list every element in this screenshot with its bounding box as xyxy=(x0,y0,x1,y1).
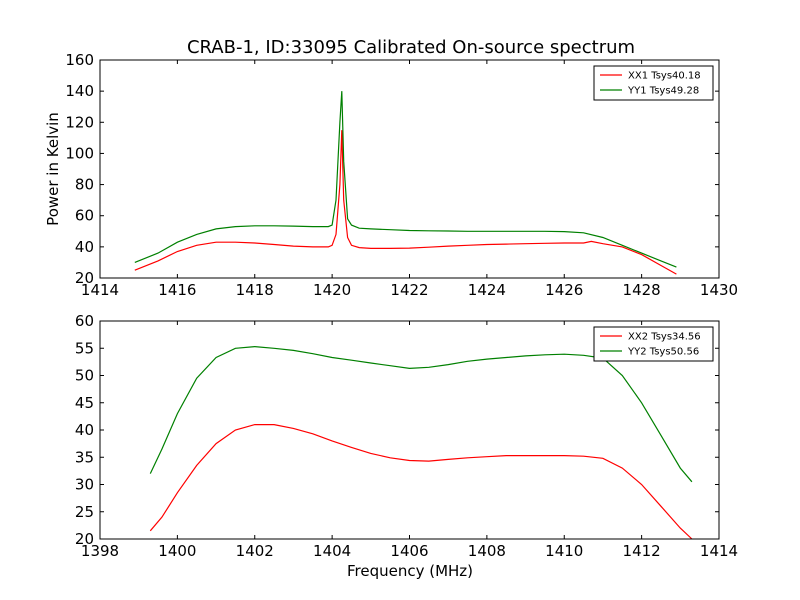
y-tick-label-1-0: 20 xyxy=(75,530,94,548)
chart-title: CRAB-1, ID:33095 Calibrated On-source sp… xyxy=(187,37,635,58)
top-panel: 1414 1416 1418 1420 1422 1424 1426 1428 1430 20 40… xyxy=(65,51,738,299)
x-tick-label-0-4: 1422 xyxy=(390,281,428,299)
y-tick-label-0-2: 60 xyxy=(75,207,94,225)
y-tick-label-1-5: 45 xyxy=(75,394,94,412)
x-tick-label-1-7: 1412 xyxy=(623,542,661,560)
y-tick-label-1-2: 30 xyxy=(75,476,94,494)
x-tick-label-0-1: 1416 xyxy=(158,281,196,299)
legend-label-1-1: YY2 Tsys50.56 xyxy=(627,347,699,358)
y-tick-label-0-5: 120 xyxy=(65,113,94,131)
y-tick-label-0-4: 100 xyxy=(65,144,94,162)
y-tick-label-0-7: 160 xyxy=(65,51,94,69)
x-tick-label-1-5: 1408 xyxy=(468,542,506,560)
top-y-axis-label: Power in Kelvin xyxy=(44,112,62,226)
x-tick-label-0-0: 1414 xyxy=(81,281,119,299)
x-tick-label-1-0: 1398 xyxy=(81,542,119,560)
x-tick-label-0-5: 1424 xyxy=(468,281,506,299)
y-tick-label-1-6: 50 xyxy=(75,367,94,385)
x-tick-label-1-6: 1410 xyxy=(545,542,583,560)
x-tick-label-1-3: 1404 xyxy=(313,542,351,560)
series-line-0-0 xyxy=(134,130,677,275)
bottom-panel: 1398 1400 1402 1404 1406 1408 1410 1412 1414 20 25… xyxy=(75,312,738,560)
series-line-1-0 xyxy=(149,424,693,540)
y-tick-label-0-0: 20 xyxy=(75,269,94,287)
x-tick-label-0-7: 1428 xyxy=(623,281,661,299)
x-tick-label-0-2: 1418 xyxy=(236,281,274,299)
x-tick-label-1-2: 1402 xyxy=(236,542,274,560)
y-tick-label-1-7: 55 xyxy=(75,339,94,357)
x-tick-label-1-1: 1400 xyxy=(158,542,196,560)
y-tick-label-0-1: 40 xyxy=(75,238,94,256)
x-tick-label-0-6: 1426 xyxy=(545,281,583,299)
x-tick-label-0-8: 1430 xyxy=(700,281,738,299)
legend-label-0-0: XX1 Tsys40.18 xyxy=(628,71,701,82)
y-tick-label-1-4: 40 xyxy=(75,421,94,439)
y-tick-label-1-3: 35 xyxy=(75,448,94,466)
legend-box-0 xyxy=(593,65,714,101)
y-tick-label-1-1: 25 xyxy=(75,503,94,521)
x-tick-label-1-4: 1406 xyxy=(390,542,428,560)
y-tick-label-0-3: 80 xyxy=(75,176,94,194)
bottom-x-axis-label: Frequency (MHz) xyxy=(347,562,473,580)
legend-label-0-1: YY1 Tsys49.28 xyxy=(627,86,699,97)
series-line-0-1 xyxy=(134,91,677,268)
legend-label-1-0: XX2 Tsys34.56 xyxy=(628,332,701,343)
y-tick-label-1-8: 60 xyxy=(75,312,94,330)
y-tick-label-0-6: 140 xyxy=(65,82,94,100)
x-tick-label-1-8: 1414 xyxy=(700,542,738,560)
x-tick-label-0-3: 1420 xyxy=(313,281,351,299)
legend-box-1 xyxy=(593,326,714,362)
